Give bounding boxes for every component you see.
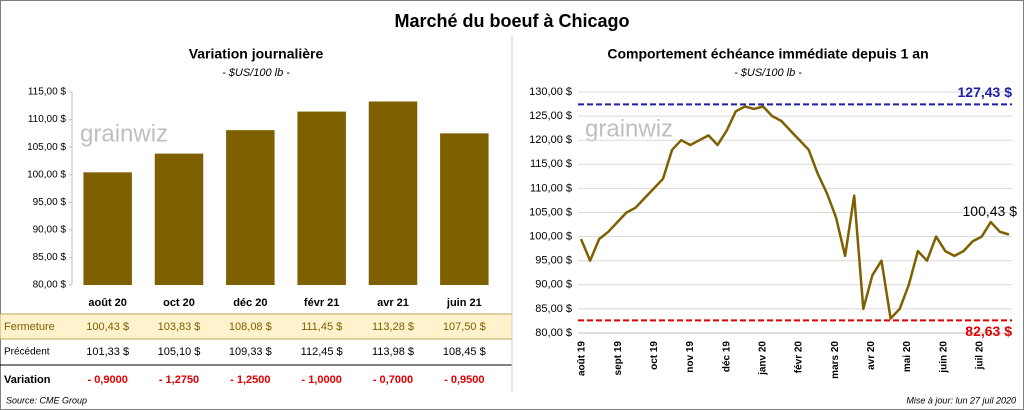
x-tick-label: mai 20	[902, 341, 913, 373]
table-cell: 108,45 $	[443, 346, 486, 358]
row-label: Variation	[4, 374, 51, 386]
row-label: Fermeture	[4, 321, 55, 333]
y-tick-label: 95,00 $	[535, 255, 572, 267]
bar	[440, 133, 489, 285]
y-tick-label: 100,00 $	[529, 231, 572, 243]
data-label: 103,83 $	[158, 321, 201, 333]
x-tick-label: août 20	[88, 297, 127, 309]
chart-subtitle: - $US/100 lb -	[734, 67, 802, 79]
y-tick-label: 120,00 $	[529, 134, 572, 146]
bar	[368, 101, 418, 285]
x-tick-label: déc 20	[233, 297, 267, 309]
data-label: 108,08 $	[229, 321, 272, 333]
x-tick-label: févr 21	[304, 297, 339, 309]
y-tick-label: 90,00 $	[535, 279, 572, 291]
y-tick-label: 110,00 $	[530, 182, 572, 194]
x-tick-label: nov 19	[685, 341, 696, 373]
bar	[154, 153, 204, 285]
table-cell: - 0,9000	[87, 374, 127, 386]
table-cell: 101,33 $	[86, 346, 129, 358]
y-tick-label: 80,00 $	[535, 327, 572, 339]
row-label: Précédent	[4, 347, 50, 358]
table-cell: - 1,2750	[159, 374, 199, 386]
table-cell: - 1,0000	[301, 374, 341, 386]
y-tick-label: 110,00 $	[28, 114, 67, 125]
x-tick-label: juil 20	[974, 341, 985, 371]
y-tick-label: 80,00 $	[33, 280, 67, 291]
y-tick-label: 115,00 $	[530, 158, 572, 170]
reference-label: 127,43 $	[958, 84, 1013, 100]
table-cell: - 1,2500	[230, 374, 270, 386]
chart-title: Variation journalière	[189, 46, 324, 62]
bar	[83, 172, 132, 285]
data-label: 107,50 $	[443, 321, 486, 333]
x-tick-label: oct 20	[163, 297, 195, 309]
x-tick-label: oct 19	[649, 341, 660, 370]
bar	[226, 130, 275, 285]
x-tick-label: août 19	[577, 341, 588, 376]
watermark: grainwiz	[80, 120, 168, 147]
y-tick-label: 115,00 $	[28, 87, 67, 98]
y-tick-label: 85,00 $	[33, 252, 67, 263]
y-tick-label: 95,00 $	[33, 197, 67, 208]
x-tick-label: janv 20	[757, 341, 768, 376]
x-tick-label: avr 21	[377, 297, 409, 309]
x-tick-label: avr 20	[866, 341, 877, 370]
chart-title: Comportement échéance immédiate depuis 1…	[607, 46, 928, 62]
y-tick-label: 100,00 $	[27, 169, 66, 180]
x-tick-label: juin 20	[938, 341, 949, 374]
y-tick-label: 85,00 $	[535, 303, 572, 315]
x-tick-label: févr 20	[794, 341, 805, 374]
table-cell: 112,45 $	[301, 346, 343, 358]
table-cell: 105,10 $	[158, 346, 201, 358]
table-cell: - 0,9500	[444, 374, 484, 386]
watermark: grainwiz	[585, 115, 673, 142]
table-cell: 113,98 $	[372, 346, 414, 358]
table-cell: - 0,7000	[373, 374, 413, 386]
y-tick-label: 90,00 $	[33, 224, 67, 235]
chart-subtitle: - $US/100 lb -	[222, 67, 290, 79]
y-tick-label: 105,00 $	[27, 142, 66, 153]
y-tick-label: 105,00 $	[529, 206, 572, 218]
x-tick-label: déc 19	[721, 341, 732, 373]
end-label: 100,43 $	[963, 203, 1018, 219]
x-tick-label: mars 20	[830, 341, 841, 379]
data-label: 111,45 $	[301, 321, 342, 333]
reference-label: 82,63 $	[965, 323, 1012, 339]
y-tick-label: 125,00 $	[529, 110, 572, 122]
x-tick-label: juin 21	[446, 297, 482, 309]
bar	[297, 111, 346, 285]
x-tick-label: sept 19	[613, 341, 624, 376]
line-series	[579, 105, 1010, 320]
updated: Mise à jour: lun 27 juil 2020	[906, 395, 1016, 405]
data-label: 113,28 $	[372, 321, 414, 333]
data-label: 100,43 $	[86, 321, 129, 333]
source: Source: CME Group	[6, 395, 87, 405]
table-highlight-row	[0, 313, 513, 340]
page-title: Marché du boeuf à Chicago	[394, 11, 629, 31]
table-cell: 109,33 $	[229, 346, 272, 358]
y-tick-label: 130,00 $	[529, 86, 572, 98]
